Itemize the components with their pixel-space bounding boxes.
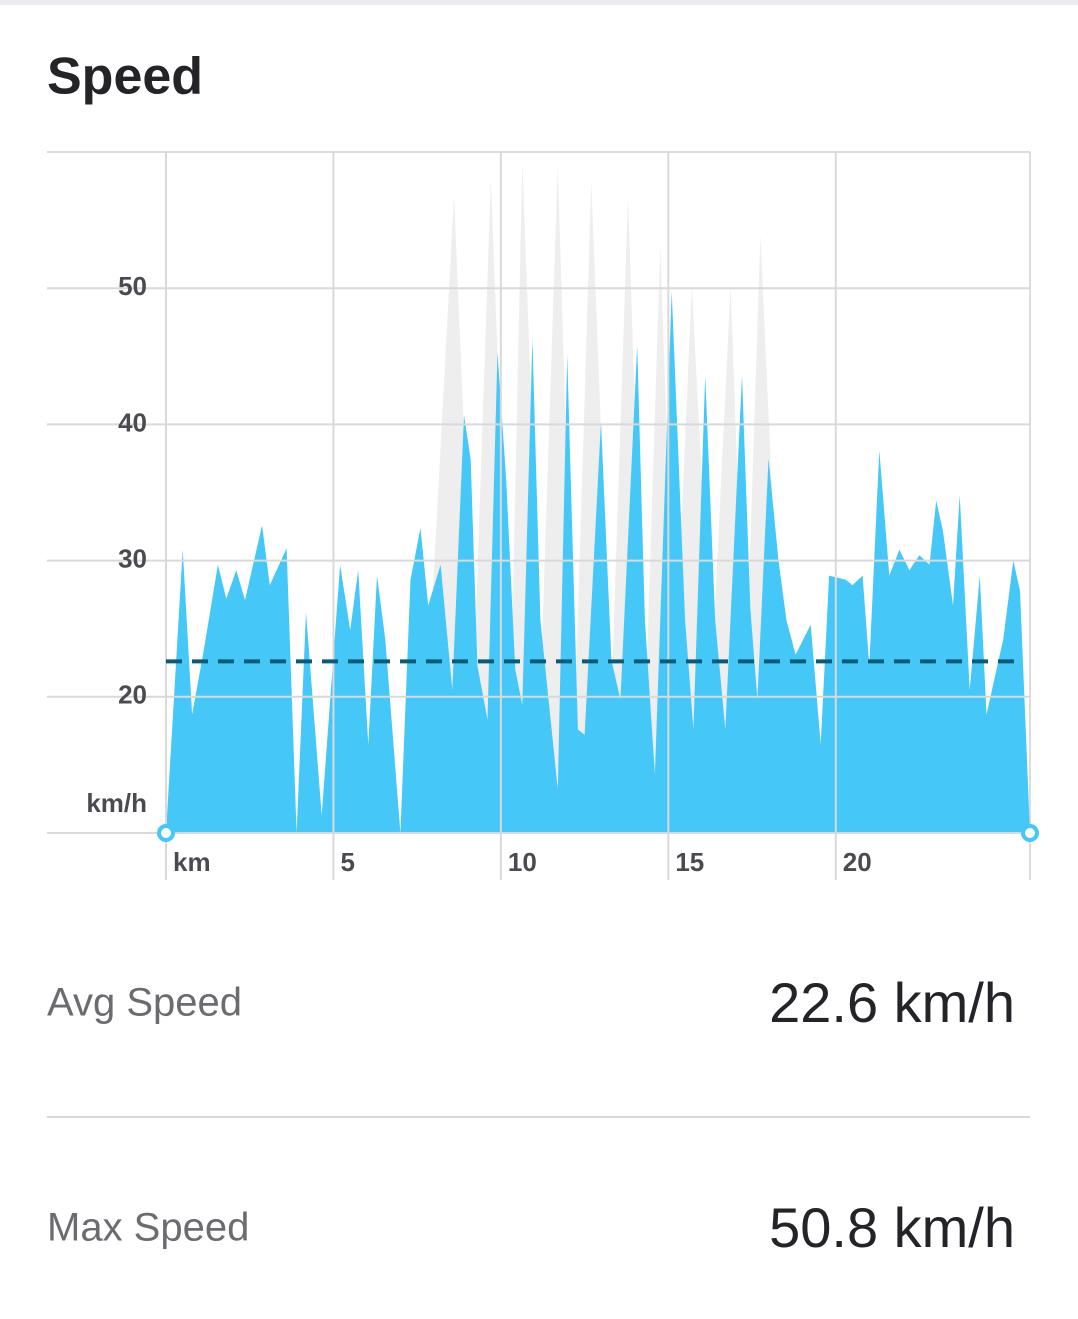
stat-value: 22.6 km/h — [769, 971, 1015, 1034]
x-tick-label: 10 — [508, 847, 537, 877]
range-handle — [157, 824, 175, 842]
y-tick-label: 50 — [118, 271, 147, 301]
x-tick-label: 15 — [675, 847, 704, 877]
x-tick-label: km — [173, 847, 211, 877]
y-tick-label: 40 — [118, 407, 147, 437]
y-tick-label: 30 — [118, 543, 147, 573]
x-tick-label: 5 — [340, 847, 354, 877]
stat-label: Max Speed — [47, 1206, 249, 1250]
x-tick-label: 20 — [843, 847, 872, 877]
stat-label: Avg Speed — [47, 981, 242, 1025]
chart-title: Speed — [47, 48, 203, 106]
top-border — [0, 0, 1078, 5]
stat-value: 50.8 km/h — [769, 1196, 1015, 1259]
y-tick-label: 20 — [118, 680, 147, 710]
range-handle — [1021, 824, 1039, 842]
y-unit: km/h — [86, 788, 147, 818]
